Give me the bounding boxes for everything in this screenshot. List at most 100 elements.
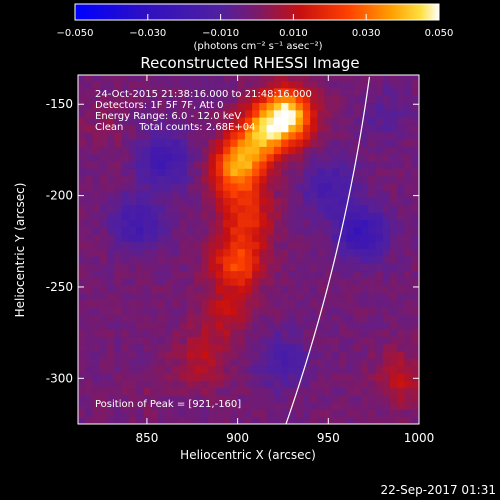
heatmap-pixel	[150, 328, 159, 337]
heatmap-pixel	[397, 307, 406, 315]
heatmap-pixel	[136, 336, 144, 345]
heatmap-pixel	[331, 80, 340, 89]
heatmap-pixel	[339, 299, 348, 308]
heatmap-pixel	[288, 204, 297, 213]
heatmap-pixel	[244, 380, 253, 389]
heatmap-pixel	[259, 168, 268, 177]
heatmap-pixel	[208, 321, 217, 330]
heatmap-pixel	[172, 307, 181, 315]
heatmap-pixel	[208, 212, 217, 220]
heatmap-pixel	[201, 182, 210, 191]
heatmap-pixel	[411, 328, 419, 337]
heatmap-pixel	[128, 190, 137, 199]
heatmap-pixel	[382, 168, 391, 177]
heatmap-pixel	[143, 212, 152, 220]
heatmap-pixel	[339, 285, 348, 294]
heatmap-pixel	[389, 314, 398, 323]
heatmap-pixel	[259, 394, 268, 403]
heatmap-pixel	[150, 255, 159, 264]
heatmap-pixel	[244, 409, 253, 418]
heatmap-pixel	[339, 168, 348, 177]
heatmap-pixel	[114, 358, 123, 367]
heatmap-pixel	[302, 270, 311, 279]
heatmap-pixel	[331, 394, 340, 403]
heatmap-pixel	[360, 233, 369, 242]
heatmap-pixel	[259, 124, 268, 133]
heatmap-pixel	[353, 350, 362, 359]
heatmap-pixel	[143, 109, 152, 118]
heatmap-pixel	[281, 168, 290, 177]
heatmap-pixel	[179, 219, 188, 228]
heatmap-pixel	[215, 102, 224, 111]
heatmap-pixel	[128, 277, 137, 286]
heatmap-pixel	[78, 117, 86, 125]
heatmap-pixel	[92, 131, 101, 140]
heatmap-pixel	[150, 95, 159, 104]
heatmap-pixel	[266, 270, 275, 279]
heatmap-pixel	[375, 197, 384, 206]
heatmap-pixel	[157, 146, 166, 155]
heatmap-pixel	[186, 80, 195, 89]
heatmap-pixel	[360, 160, 369, 169]
heatmap-pixel	[382, 372, 391, 381]
heatmap-pixel	[78, 80, 86, 89]
heatmap-pixel	[237, 131, 246, 140]
heatmap-pixel	[324, 102, 333, 111]
heatmap-pixel	[382, 365, 391, 374]
heatmap-pixel	[128, 292, 137, 301]
heatmap-pixel	[143, 394, 152, 403]
heatmap-pixel	[252, 87, 260, 96]
heatmap-pixel	[150, 146, 159, 155]
heatmap-pixel	[114, 117, 123, 125]
heatmap-pixel	[237, 263, 246, 272]
heatmap-pixel	[92, 160, 101, 169]
heatmap-pixel	[266, 233, 275, 242]
heatmap-pixel	[302, 350, 311, 359]
heatmap-pixel	[230, 146, 239, 155]
heatmap-pixel	[172, 190, 181, 199]
heatmap-pixel	[143, 197, 152, 206]
heatmap-pixel	[99, 402, 108, 410]
heatmap-pixel	[128, 299, 137, 308]
heatmap-pixel	[92, 204, 101, 213]
heatmap-pixel	[215, 212, 224, 220]
heatmap-pixel	[215, 285, 224, 294]
heatmap-pixel	[136, 146, 144, 155]
heatmap-pixel	[404, 263, 413, 272]
heatmap-pixel	[85, 226, 94, 235]
heatmap-pixel	[281, 197, 290, 206]
heatmap-pixel	[324, 358, 333, 367]
heatmap-pixel	[92, 182, 101, 191]
heatmap-pixel	[368, 263, 377, 272]
heatmap-pixel	[331, 409, 340, 418]
heatmap-pixel	[244, 402, 253, 410]
heatmap-pixel	[368, 328, 377, 337]
heatmap-pixel	[230, 248, 239, 257]
heatmap-pixel	[85, 336, 94, 345]
heatmap-pixel	[215, 138, 224, 147]
heatmap-pixel	[172, 175, 181, 184]
heatmap-pixel	[252, 285, 260, 294]
heatmap-pixel	[397, 402, 406, 410]
heatmap-pixel	[78, 292, 86, 301]
heatmap-pixel	[136, 87, 144, 96]
heatmap-pixel	[273, 248, 282, 257]
heatmap-pixel	[389, 219, 398, 228]
heatmap-pixel	[194, 95, 202, 104]
heatmap-pixel	[266, 168, 275, 177]
heatmap-pixel	[259, 328, 268, 337]
heatmap-pixel	[317, 380, 326, 389]
heatmap-pixel	[368, 277, 377, 286]
heatmap-pixel	[331, 402, 340, 410]
heatmap-pixel	[194, 358, 202, 367]
heatmap-pixel	[346, 380, 355, 389]
heatmap-pixel	[172, 255, 181, 264]
heatmap-pixel	[302, 219, 311, 228]
heatmap-pixel	[99, 190, 108, 199]
heatmap-pixel	[121, 131, 130, 140]
heatmap-pixel	[172, 75, 181, 82]
heatmap-pixel	[310, 95, 319, 104]
heatmap-pixel	[360, 372, 369, 381]
heatmap-pixel	[324, 212, 333, 220]
heatmap-pixel	[375, 212, 384, 220]
